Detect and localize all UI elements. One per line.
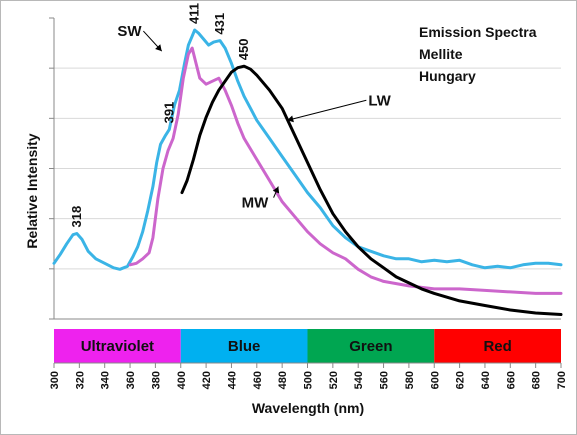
x-tick-label-340: 340: [100, 371, 112, 389]
band-label-ultraviolet: Ultraviolet: [81, 338, 154, 355]
x-tick-label-680: 680: [531, 371, 543, 389]
band-ultraviolet: [54, 329, 181, 363]
x-tick-label-360: 360: [125, 371, 137, 389]
x-tick-labels: 300 320 340 360 380 400 420 440 460 480 500 520 540 5…: [49, 363, 568, 389]
x-tick-label-660: 660: [505, 371, 517, 389]
chart-title-line-2: Mellite: [419, 46, 463, 62]
y-axis-label: Relative Intensity: [24, 133, 40, 248]
chart-title-line-3: Hungary: [419, 68, 476, 84]
x-tick-label-520: 520: [328, 371, 340, 389]
series-line-mw: [128, 46, 563, 295]
series-label-mw: MW: [242, 195, 269, 212]
series-line-sw: [52, 28, 563, 271]
x-tick-label-500: 500: [303, 371, 315, 389]
band-red: [434, 329, 561, 363]
arrowhead-lw: [287, 115, 294, 123]
peak-label-450: 450: [236, 38, 251, 60]
series-label-lw: LW: [368, 92, 391, 109]
band-blue: [180, 329, 308, 363]
band-label-red: Red: [483, 338, 511, 355]
annotations: 318 391 411 431 450 SW LW MW: [69, 3, 392, 227]
band-label-green: Green: [349, 338, 392, 355]
series-label-sw: SW: [117, 23, 142, 40]
band-green: [307, 329, 435, 363]
arrowhead-mw: [272, 186, 280, 194]
x-tick-label-560: 560: [379, 371, 391, 389]
x-tick-label-580: 580: [404, 371, 416, 389]
band-label-blue: Blue: [228, 338, 261, 355]
spectral-bands: Ultraviolet Blue Green Red: [54, 329, 561, 364]
peak-label-391: 391: [161, 102, 176, 124]
chart-title-block: Emission Spectra Mellite Hungary: [419, 24, 537, 84]
series-arrow-lw: [287, 99, 367, 121]
arrowhead-sw: [155, 44, 162, 52]
x-tick-label-620: 620: [455, 371, 467, 389]
peak-label-411: 411: [187, 3, 202, 24]
x-tick-label-400: 400: [176, 371, 188, 389]
x-tick-label-420: 420: [201, 371, 213, 389]
x-tick-label-640: 640: [480, 371, 492, 389]
peak-label-318: 318: [69, 206, 84, 228]
x-tick-label-380: 380: [150, 371, 162, 389]
x-tick-label-480: 480: [277, 371, 289, 389]
x-tick-label-320: 320: [74, 371, 86, 389]
x-tick-label-460: 460: [252, 371, 264, 389]
grid: [54, 67, 561, 270]
series-line-lw: [180, 64, 563, 316]
x-axis-label: Wavelength (nm): [252, 400, 364, 416]
peak-label-431: 431: [212, 13, 227, 35]
x-tick-label-600: 600: [429, 371, 441, 389]
x-tick-label-700: 700: [556, 371, 568, 389]
x-tick-label-440: 440: [226, 371, 238, 389]
x-tick-label-540: 540: [353, 371, 365, 389]
axes: [49, 17, 561, 320]
chart-title-line-1: Emission Spectra: [419, 24, 537, 40]
series-group: [52, 28, 563, 316]
x-tick-label-300: 300: [49, 371, 61, 389]
